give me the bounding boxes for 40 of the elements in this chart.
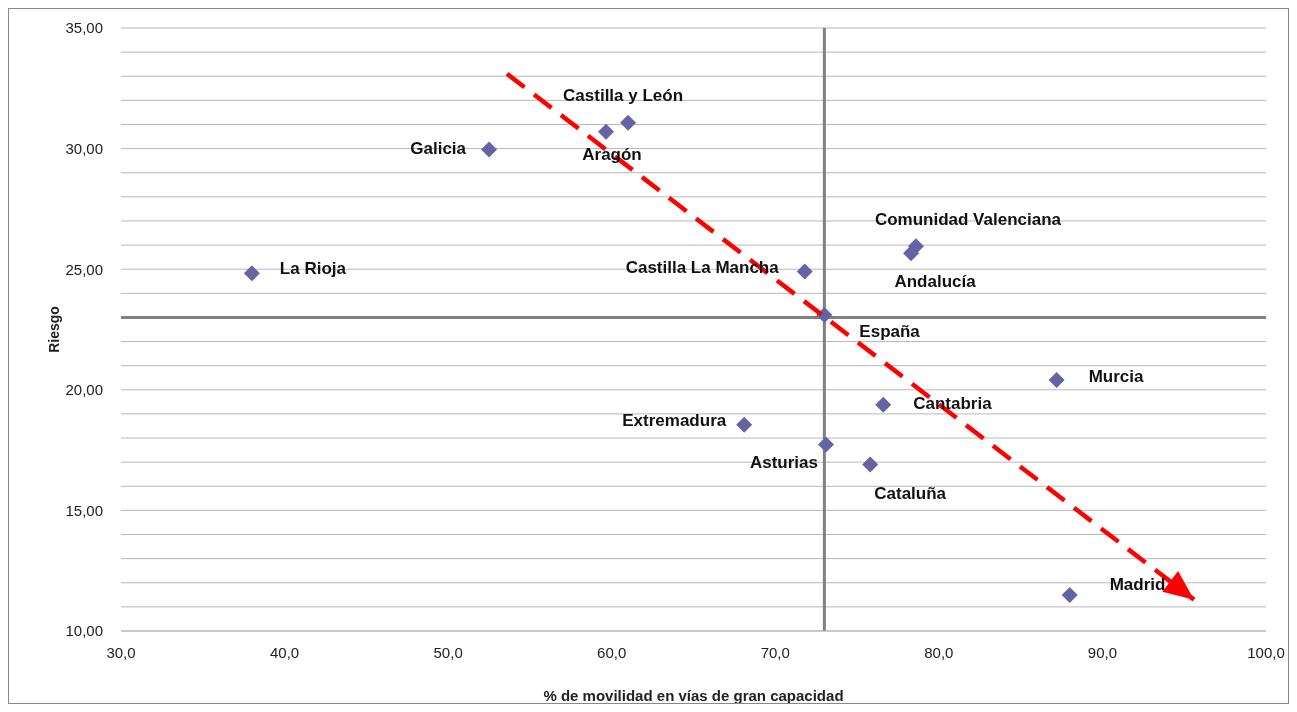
y-tick-label: 25,00 bbox=[65, 260, 103, 278]
annotation: Galicia bbox=[410, 139, 467, 159]
annotation: La Rioja bbox=[279, 258, 347, 278]
x-tick-label: 30,0 bbox=[106, 643, 136, 661]
x-tick-label: 80,0 bbox=[924, 643, 954, 661]
y-axis-title: Riesgo bbox=[45, 306, 62, 353]
point bbox=[817, 436, 834, 453]
x-tick-label: 40,0 bbox=[269, 643, 300, 661]
annotation: Cantabria bbox=[913, 394, 993, 414]
x-tick-label: 70,0 bbox=[760, 643, 790, 661]
annotation: Asturias bbox=[749, 453, 818, 473]
annotation: Murcia bbox=[1088, 367, 1144, 387]
point bbox=[736, 416, 753, 433]
annotation: Aragón bbox=[582, 145, 642, 165]
annotation: Castilla y León bbox=[563, 86, 684, 106]
point bbox=[481, 141, 498, 158]
annotation: Andalucía bbox=[894, 271, 977, 291]
point bbox=[1061, 587, 1078, 604]
x-tick-label: 60,0 bbox=[597, 643, 627, 661]
y-tick-label: 35,00 bbox=[65, 19, 103, 37]
x-tick-label: 90,0 bbox=[1087, 643, 1118, 661]
y-tick-label: 15,00 bbox=[65, 501, 103, 519]
y-tick-label: 20,00 bbox=[65, 381, 103, 399]
y-tick-label: 30,00 bbox=[65, 139, 103, 157]
annotation: Cataluña bbox=[874, 484, 947, 504]
point bbox=[903, 245, 920, 262]
annotation: Madrid bbox=[1109, 574, 1166, 594]
annotation: Comunidad Valenciana bbox=[874, 209, 1062, 229]
point bbox=[597, 123, 614, 140]
point bbox=[620, 114, 637, 131]
x-tick-label: 100,0 bbox=[1247, 643, 1285, 661]
annotation: España bbox=[859, 321, 921, 341]
x-tick-label: 50,0 bbox=[433, 643, 463, 661]
y-tick-label: 10,00 bbox=[65, 622, 103, 640]
point bbox=[243, 265, 260, 282]
point bbox=[875, 396, 892, 413]
point bbox=[1048, 371, 1065, 388]
annotation: Extremadura bbox=[622, 411, 727, 431]
point bbox=[862, 456, 879, 473]
point bbox=[796, 263, 813, 280]
